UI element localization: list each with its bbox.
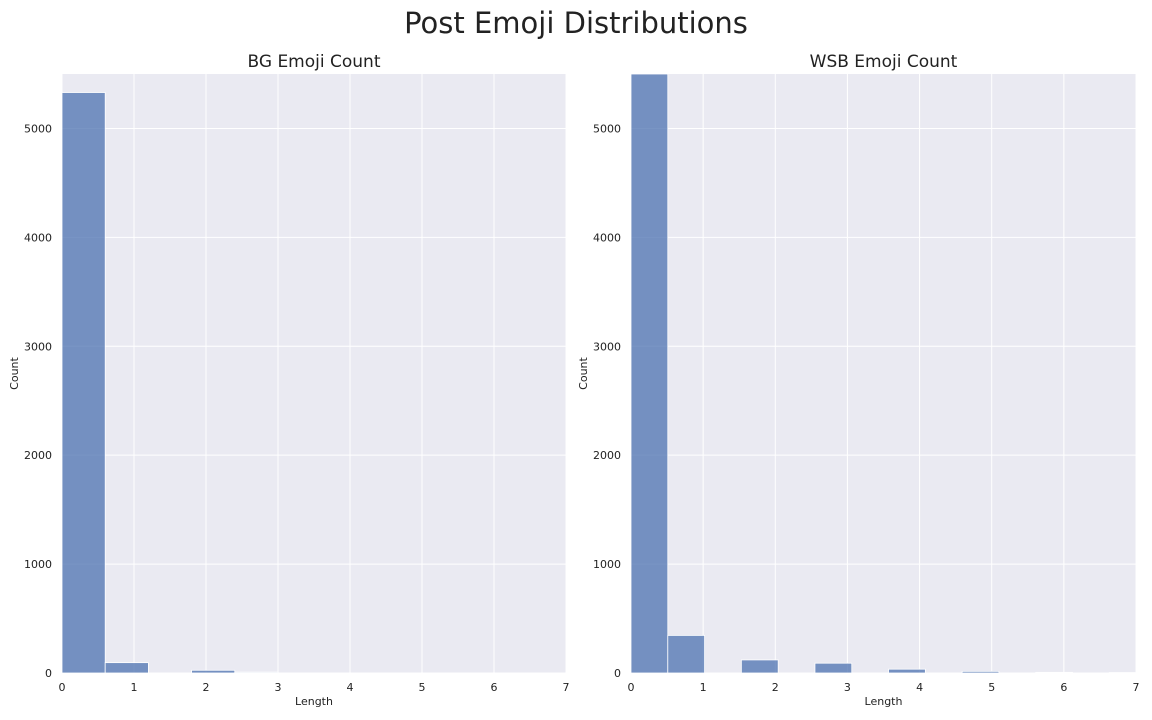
panel1-plot-area (62, 74, 566, 673)
panel1-y-tick-label: 0 (45, 667, 52, 680)
panel2-x-tick-label: 4 (916, 681, 923, 694)
panel2-y-axis-label: Count (577, 356, 590, 389)
panel1-histogram-bar (191, 669, 236, 674)
panel1-x-tick-label: 5 (419, 681, 426, 694)
panel1-y-tick-label: 4000 (24, 231, 52, 244)
panel2-x-tick-label: 6 (1060, 681, 1067, 694)
panel2-histogram-bar (1035, 671, 1073, 674)
panel2-y-tick-label: 5000 (593, 122, 621, 135)
panel2-histogram-bar (740, 659, 779, 674)
panel1-y-tick-label: 2000 (24, 449, 52, 462)
panel1-histogram-bar (104, 662, 149, 674)
panel2-y-tick-label: 0 (614, 667, 621, 680)
panel2-y-tick-label: 1000 (593, 558, 621, 571)
panel2-plot-area (631, 74, 1136, 673)
panel2-x-axis-label: Length (865, 695, 903, 708)
panel2-x-tick-label: 0 (628, 681, 635, 694)
panel2-histogram-bar (630, 73, 669, 674)
figure-title: Post Emoji Distributions (404, 6, 748, 40)
panel2-x-tick-label: 3 (844, 681, 851, 694)
panel2-x-tick-label: 5 (988, 681, 995, 694)
panel2-histogram-bar (667, 635, 705, 674)
panel1-histogram-bar (61, 92, 106, 674)
panel2-y-tick-label: 2000 (593, 449, 621, 462)
panel1-title: BG Emoji Count (248, 52, 381, 72)
panel1-y-axis-label: Count (8, 356, 21, 389)
panel2-y-tick-label: 4000 (593, 231, 621, 244)
panel2-histogram-bar (814, 662, 853, 674)
panel1-x-tick-label: 0 (59, 681, 66, 694)
panel2-x-tick-label: 2 (772, 681, 779, 694)
panel1-x-axis-label: Length (295, 695, 333, 708)
panel1-x-tick-label: 7 (563, 681, 570, 694)
panel2-title: WSB Emoji Count (810, 52, 958, 72)
panel1-x-tick-label: 3 (275, 681, 282, 694)
panel1-y-tick-label: 3000 (24, 340, 52, 353)
panel1-x-tick-label: 4 (347, 681, 354, 694)
panel1-y-tick-label: 5000 (24, 122, 52, 135)
panel2-x-tick-label: 1 (700, 681, 707, 694)
panel1-x-tick-label: 6 (491, 681, 498, 694)
panel1-y-tick-label: 1000 (24, 558, 52, 571)
panel1-x-tick-label: 1 (131, 681, 138, 694)
panel2-histogram-bar (888, 668, 926, 674)
panel2-x-tick-label: 7 (1133, 681, 1140, 694)
panel1-histogram-bar (234, 671, 279, 674)
panel2-y-tick-label: 3000 (593, 340, 621, 353)
panel1-x-tick-label: 2 (203, 681, 210, 694)
panel2-histogram-bar (961, 670, 1000, 674)
